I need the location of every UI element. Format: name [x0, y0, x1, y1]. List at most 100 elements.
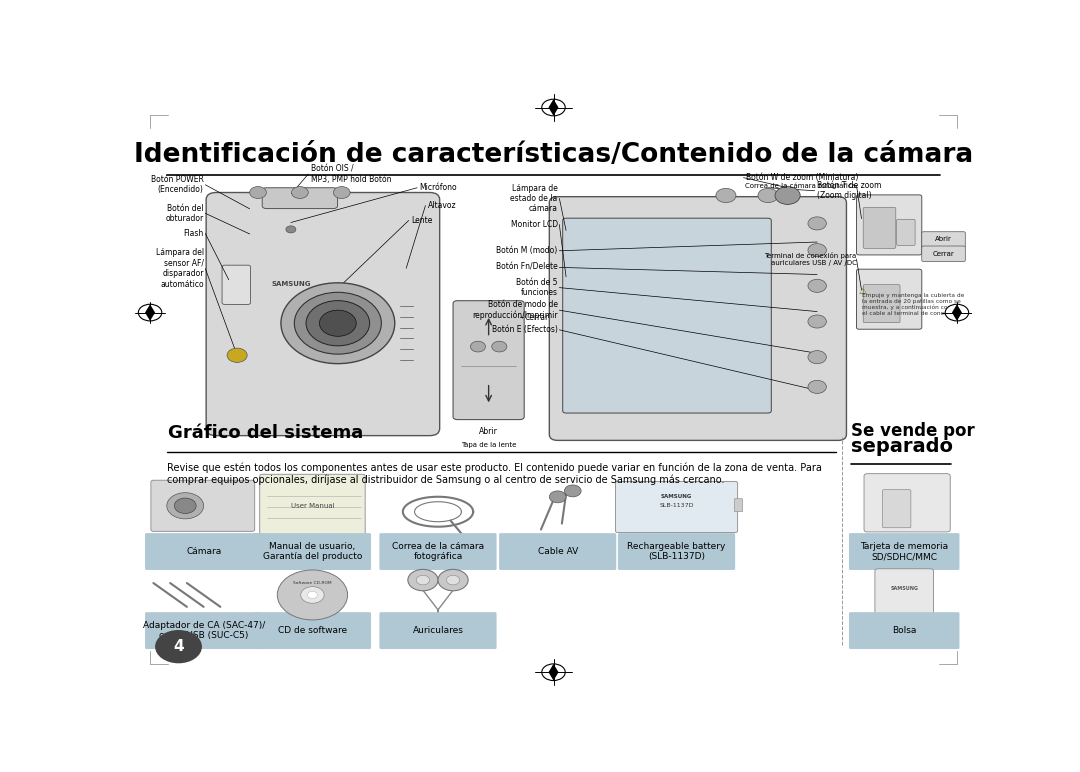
Circle shape [416, 575, 430, 585]
Circle shape [308, 591, 318, 598]
Circle shape [281, 283, 395, 364]
Text: Revise que estén todos los componentes antes de usar este producto. El contenido: Revise que estén todos los componentes a… [166, 462, 822, 485]
Text: Micrófono: Micrófono [420, 183, 457, 192]
FancyBboxPatch shape [849, 533, 959, 570]
Text: Tarjeta de memoria
SD/SDHC/MMC: Tarjeta de memoria SD/SDHC/MMC [860, 542, 948, 561]
Circle shape [320, 310, 356, 337]
Circle shape [278, 570, 348, 620]
Text: Bolsa: Bolsa [892, 626, 917, 635]
FancyBboxPatch shape [262, 188, 338, 208]
FancyBboxPatch shape [882, 489, 910, 528]
Text: ⚠: ⚠ [859, 287, 867, 296]
Circle shape [808, 381, 826, 394]
Circle shape [174, 498, 197, 513]
Circle shape [334, 187, 350, 198]
Circle shape [491, 341, 507, 352]
Circle shape [295, 293, 381, 354]
Text: Botón E (Efectos): Botón E (Efectos) [491, 325, 557, 334]
Circle shape [286, 226, 296, 233]
Circle shape [471, 341, 486, 352]
Text: Botón del
obturador: Botón del obturador [165, 204, 204, 223]
Text: Software CD-ROM: Software CD-ROM [293, 581, 332, 585]
Polygon shape [951, 304, 962, 321]
FancyBboxPatch shape [922, 246, 966, 262]
Polygon shape [145, 304, 156, 321]
Polygon shape [549, 664, 558, 681]
Circle shape [292, 187, 308, 198]
FancyBboxPatch shape [563, 218, 771, 413]
Circle shape [808, 350, 826, 364]
Text: Botón POWER
(Encendido): Botón POWER (Encendido) [151, 175, 204, 195]
Circle shape [542, 99, 565, 116]
Text: Abrir: Abrir [935, 236, 951, 242]
Text: Abrir: Abrir [480, 427, 498, 436]
Text: Correa de la cámara fotográfica: Correa de la cámara fotográfica [745, 182, 856, 188]
Circle shape [565, 485, 581, 497]
FancyBboxPatch shape [254, 533, 372, 570]
FancyBboxPatch shape [922, 232, 966, 247]
FancyBboxPatch shape [863, 285, 900, 323]
Circle shape [156, 630, 202, 663]
FancyBboxPatch shape [259, 474, 365, 537]
Text: Botón T de zoom
(Zoom digital): Botón T de zoom (Zoom digital) [818, 181, 881, 201]
FancyBboxPatch shape [254, 612, 372, 649]
FancyBboxPatch shape [896, 219, 915, 245]
Text: Botón Fn/Delete: Botón Fn/Delete [496, 263, 557, 272]
Text: Monitor LCD: Monitor LCD [511, 220, 557, 229]
FancyBboxPatch shape [864, 474, 950, 532]
Circle shape [808, 217, 826, 230]
FancyBboxPatch shape [145, 533, 262, 570]
Text: Auriculares: Auriculares [413, 626, 463, 635]
Circle shape [716, 188, 735, 202]
Circle shape [775, 187, 800, 205]
Text: SAMSUNG: SAMSUNG [661, 494, 692, 499]
Text: Tapa de la lente: Tapa de la lente [461, 442, 516, 448]
Circle shape [249, 187, 267, 198]
Text: 4: 4 [173, 639, 184, 654]
Text: Lente: Lente [411, 216, 433, 225]
FancyBboxPatch shape [145, 612, 262, 649]
FancyBboxPatch shape [849, 612, 959, 649]
Text: Cámara: Cámara [186, 547, 221, 556]
Text: SAMSUNG: SAMSUNG [890, 587, 918, 591]
FancyBboxPatch shape [856, 269, 922, 329]
Text: Rechargeable battery
(SLB-1137D): Rechargeable battery (SLB-1137D) [627, 542, 726, 561]
Text: Terminal de conexión para
auriculares USB / AV /DC: Terminal de conexión para auriculares US… [765, 252, 856, 266]
Text: Se vende por: Se vende por [851, 422, 974, 440]
Text: User Manual: User Manual [291, 503, 334, 509]
Text: Lámpara de
estado de la
cámara: Lámpara de estado de la cámara [511, 184, 557, 213]
Circle shape [945, 304, 969, 321]
FancyBboxPatch shape [618, 533, 735, 570]
Text: Botón de modo de
reproducción/Imprimir: Botón de modo de reproducción/Imprimir [472, 300, 557, 320]
Circle shape [758, 188, 778, 202]
Text: Manual de usuario,
Garantía del producto: Manual de usuario, Garantía del producto [262, 542, 362, 561]
Circle shape [138, 304, 162, 321]
Text: Botón de 5
funciones: Botón de 5 funciones [516, 278, 557, 297]
Text: Cable AV: Cable AV [538, 547, 578, 556]
Circle shape [306, 300, 369, 346]
FancyBboxPatch shape [856, 195, 922, 255]
Text: Altavoz: Altavoz [428, 201, 457, 210]
Text: Lámpara del
sensor AF/
disparador
automático: Lámpara del sensor AF/ disparador automá… [156, 249, 204, 289]
Circle shape [227, 348, 247, 362]
Text: Flash: Flash [184, 229, 204, 238]
Circle shape [808, 315, 826, 328]
Text: Adaptador de CA (SAC-47)/
cable USB (SUC-C5): Adaptador de CA (SAC-47)/ cable USB (SUC… [143, 621, 265, 640]
Text: Botón M (modo): Botón M (modo) [497, 246, 557, 256]
Text: Botón OIS /
MP3, PMP hold Botón: Botón OIS / MP3, PMP hold Botón [311, 164, 391, 184]
Text: Gráfico del sistema: Gráfico del sistema [168, 424, 364, 442]
Circle shape [446, 575, 460, 585]
FancyBboxPatch shape [222, 265, 251, 304]
FancyBboxPatch shape [454, 300, 524, 420]
Text: SAMSUNG: SAMSUNG [272, 281, 311, 287]
Polygon shape [549, 99, 558, 116]
Circle shape [808, 244, 826, 257]
FancyBboxPatch shape [206, 192, 440, 435]
Text: Cerrar: Cerrar [933, 251, 955, 257]
Circle shape [808, 279, 826, 293]
Circle shape [166, 493, 204, 519]
FancyBboxPatch shape [151, 480, 255, 531]
Text: separado: separado [851, 438, 953, 456]
FancyBboxPatch shape [616, 482, 738, 533]
Circle shape [438, 570, 468, 591]
